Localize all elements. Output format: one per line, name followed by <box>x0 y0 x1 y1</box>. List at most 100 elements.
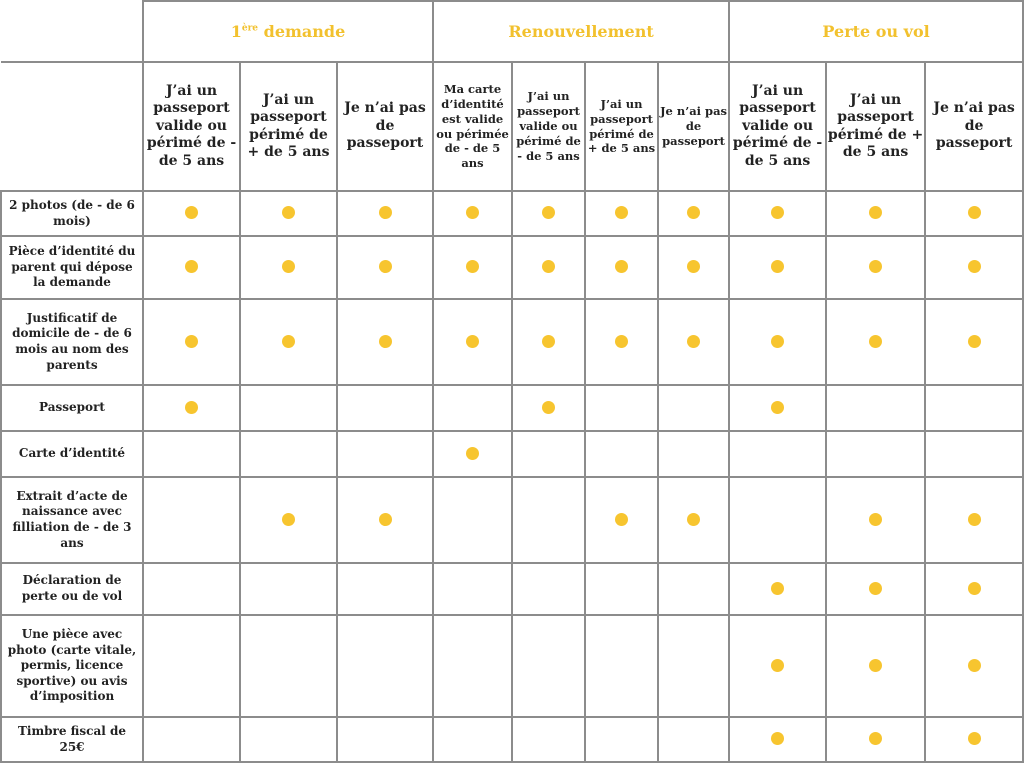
table-row: Pièce d’identité du parent qui dépose la… <box>0 235 1024 300</box>
table-cell <box>584 384 660 432</box>
table-cell <box>511 476 587 564</box>
table-cell <box>239 384 338 432</box>
table-cell <box>335 235 435 300</box>
group-header-renewal: Renouvellement <box>432 0 731 63</box>
table-cell <box>924 562 1024 616</box>
required-dot-icon <box>542 334 556 348</box>
table-cell <box>432 716 514 763</box>
required-dot-icon <box>378 206 392 219</box>
table-cell <box>511 384 587 432</box>
table-cell <box>728 298 828 386</box>
group-header-loss-theft: Perte ou vol <box>728 0 1024 63</box>
table-cell <box>432 298 514 386</box>
table-cell <box>825 190 927 237</box>
row-label: Passeport <box>0 384 144 432</box>
column-header: J’ai un passeport périmé de + de 5 ans <box>825 61 927 192</box>
required-dot-icon <box>771 400 785 414</box>
table-cell <box>584 562 660 616</box>
table-cell <box>142 476 241 564</box>
required-dot-icon <box>967 334 981 348</box>
table-cell <box>335 562 435 616</box>
table-row: 2 photos (de - de 6 mois) <box>0 190 1024 237</box>
table-cell <box>584 190 660 237</box>
required-dot-icon <box>542 206 556 219</box>
required-dot-icon <box>869 658 883 672</box>
required-dot-icon <box>185 400 198 414</box>
required-dot-icon <box>771 581 785 595</box>
table-cell <box>825 562 927 616</box>
column-header-row: J’ai un passeport valide ou périmé de - … <box>1 61 1024 192</box>
table-cell <box>335 384 435 432</box>
table-cell <box>825 430 927 478</box>
table-cell <box>432 476 514 564</box>
required-dot-icon <box>771 260 785 273</box>
group-label: demande <box>263 22 346 41</box>
table-cell <box>335 716 435 763</box>
row-label: Une pièce avec photo (carte vitale, perm… <box>0 614 144 718</box>
table-cell <box>335 430 435 478</box>
table-body: 2 photos (de - de 6 mois) Pièce d’identit… <box>0 190 1024 763</box>
table-cell <box>924 190 1024 237</box>
table-cell <box>584 716 660 763</box>
required-dot-icon <box>282 206 295 219</box>
table-cell <box>239 476 338 564</box>
required-dot-icon <box>967 581 981 595</box>
required-dot-icon <box>378 334 392 348</box>
table-cell <box>924 298 1024 386</box>
table-cell <box>432 614 514 718</box>
table-cell <box>432 235 514 300</box>
required-dot-icon <box>687 206 701 219</box>
column-header: Je n’ai pas de passeport <box>335 61 435 192</box>
row-label: Timbre fiscal de 25€ <box>0 716 144 763</box>
table-cell <box>584 235 660 300</box>
required-dot-icon <box>869 206 883 219</box>
table-cell <box>657 562 731 616</box>
table-cell <box>584 614 660 718</box>
required-dot-icon <box>466 206 480 219</box>
table-cell <box>511 190 587 237</box>
required-dot-icon <box>185 260 198 273</box>
table-cell <box>924 430 1024 478</box>
table-cell <box>584 430 660 478</box>
table-cell <box>825 298 927 386</box>
row-label: Carte d’identité <box>0 430 144 478</box>
table-cell <box>584 476 660 564</box>
table-cell <box>657 235 731 300</box>
group-header-first-request: 1ère demande <box>141 0 435 63</box>
required-dot-icon <box>869 334 883 348</box>
table-cell <box>657 716 731 763</box>
table-cell <box>728 476 828 564</box>
table-cell <box>432 190 514 237</box>
table-cell <box>142 716 241 763</box>
group-superscript: ère <box>241 23 259 34</box>
required-dot-icon <box>466 260 480 273</box>
table-cell <box>924 384 1024 432</box>
table-cell <box>825 235 927 300</box>
table-row: Extrait d’acte de naissance avec filliat… <box>0 476 1024 564</box>
table-cell <box>825 384 927 432</box>
required-dot-icon <box>869 581 883 595</box>
required-dot-icon <box>869 260 883 273</box>
required-dot-icon <box>771 334 785 348</box>
table-cell <box>142 190 241 237</box>
column-header: J’ai un passeport valide ou périmé de - … <box>511 61 587 192</box>
column-header: J’ai un passeport valide ou périmé de - … <box>142 61 241 192</box>
required-dot-icon <box>185 334 198 348</box>
required-dot-icon <box>615 334 629 348</box>
table-cell <box>335 190 435 237</box>
required-dot-icon <box>615 206 629 219</box>
table-cell <box>239 430 338 478</box>
table-cell <box>825 614 927 718</box>
table-cell <box>825 716 927 763</box>
required-dot-icon <box>615 260 629 273</box>
required-dot-icon <box>687 260 701 273</box>
table-cell <box>239 716 338 763</box>
table-cell <box>239 562 338 616</box>
required-dot-icon <box>967 732 981 745</box>
required-dot-icon <box>378 260 392 273</box>
row-label: Extrait d’acte de naissance avec filliat… <box>0 476 144 564</box>
required-dot-icon <box>967 260 981 273</box>
table-cell <box>335 476 435 564</box>
required-dot-icon <box>282 334 295 348</box>
